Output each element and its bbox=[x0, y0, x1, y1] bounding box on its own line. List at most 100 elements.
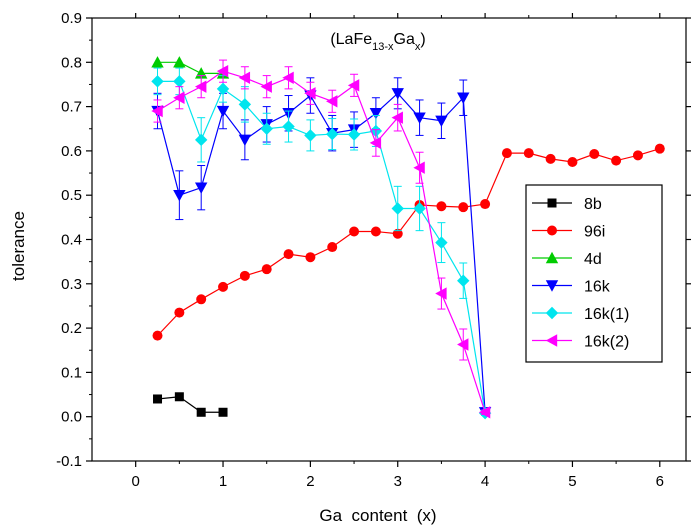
data-point bbox=[196, 407, 206, 417]
data-point bbox=[435, 115, 448, 127]
data-point bbox=[173, 75, 186, 88]
data-point bbox=[480, 199, 491, 210]
data-point bbox=[174, 307, 185, 318]
legend-label: 8b bbox=[584, 196, 602, 213]
data-point bbox=[478, 406, 491, 419]
data-point bbox=[260, 80, 272, 93]
data-point bbox=[327, 242, 338, 253]
data-point bbox=[238, 134, 252, 147]
data-point bbox=[458, 202, 469, 213]
x-tick-label: 2 bbox=[306, 473, 314, 490]
series-line bbox=[157, 80, 486, 414]
series-line bbox=[156, 92, 486, 413]
y-tick-label: 0.5 bbox=[61, 187, 82, 204]
series-line bbox=[157, 61, 224, 74]
y-tick-label: -0.1 bbox=[56, 453, 82, 470]
legend-label: 96i bbox=[584, 224, 605, 241]
legend-marker bbox=[545, 334, 558, 347]
data-point bbox=[370, 226, 381, 237]
data-point bbox=[349, 226, 360, 237]
series-line bbox=[157, 396, 224, 413]
data-point bbox=[545, 153, 556, 164]
data-point bbox=[194, 133, 208, 147]
x-tick-label: 6 bbox=[656, 473, 664, 490]
series-16k bbox=[151, 77, 492, 419]
data-point bbox=[391, 88, 404, 100]
axes-layer: 0 1 2 3 4 5 6 -0.1 0.0 0.1 0.2 0.3 0.4 0.5 0.6 0.7 0.8 0.… bbox=[56, 10, 691, 490]
x-tick-label: 5 bbox=[568, 473, 576, 490]
data-point bbox=[611, 155, 622, 166]
data-point bbox=[436, 201, 447, 212]
data-point bbox=[457, 338, 469, 351]
data-point bbox=[151, 104, 163, 118]
y-tick-label: 0.4 bbox=[61, 232, 82, 249]
data-point bbox=[589, 149, 600, 160]
data-point bbox=[173, 91, 185, 104]
data-point bbox=[567, 156, 578, 167]
data-point bbox=[392, 228, 403, 239]
data-point bbox=[304, 87, 316, 100]
legend-label: 16k bbox=[584, 279, 611, 296]
series-16k(2) bbox=[151, 59, 491, 419]
data-point bbox=[173, 56, 186, 68]
data-point bbox=[151, 56, 164, 68]
data-point bbox=[501, 148, 512, 159]
legend-marker bbox=[547, 198, 557, 208]
data-point bbox=[238, 98, 252, 111]
legend: 8b 96i 4d 16k 16k(1) 16k(2) bbox=[525, 184, 663, 363]
y-tick-label: 0.8 bbox=[61, 54, 82, 71]
legend-marker bbox=[547, 225, 557, 236]
data-point bbox=[347, 128, 361, 141]
legend-label: 4d bbox=[584, 251, 602, 268]
data-point bbox=[457, 274, 470, 287]
legend-box bbox=[525, 184, 663, 363]
data-point bbox=[282, 120, 295, 133]
x-tick-label: 4 bbox=[481, 473, 489, 490]
data-point bbox=[216, 105, 230, 118]
legend-marker bbox=[545, 280, 559, 292]
data-point bbox=[283, 249, 294, 260]
y-tick-label: 0.9 bbox=[61, 10, 82, 27]
x-axis-label: Ga content (x) bbox=[319, 506, 436, 525]
data-point bbox=[216, 82, 230, 96]
series-8b bbox=[153, 392, 228, 417]
data-point bbox=[369, 136, 382, 150]
data-point bbox=[435, 287, 447, 300]
y-tick-label: 0.3 bbox=[61, 276, 82, 293]
data-point bbox=[238, 71, 251, 85]
data-point bbox=[261, 264, 272, 275]
y-axis-label: tolerance bbox=[9, 211, 28, 281]
data-point bbox=[216, 64, 229, 78]
data-point bbox=[326, 127, 339, 141]
data-point bbox=[174, 392, 184, 402]
legend-label: 16k(2) bbox=[584, 334, 629, 351]
y-tick-label: 0.0 bbox=[61, 409, 82, 426]
data-point bbox=[282, 71, 294, 85]
data-point bbox=[632, 150, 643, 161]
series-line bbox=[157, 70, 486, 413]
data-point bbox=[457, 92, 470, 104]
data-point bbox=[194, 80, 207, 93]
title-part-ga: Ga bbox=[394, 31, 415, 48]
y-tick-label: 0.2 bbox=[61, 320, 82, 337]
y-tick-label: 0.7 bbox=[61, 99, 82, 116]
data-point bbox=[413, 202, 426, 215]
x-tick-label: 0 bbox=[132, 473, 140, 490]
data-point bbox=[347, 79, 360, 92]
data-point bbox=[391, 202, 404, 215]
data-point bbox=[152, 330, 163, 341]
title-part-sub2: x bbox=[415, 41, 421, 53]
data-point bbox=[218, 407, 228, 417]
data-point bbox=[304, 129, 317, 142]
legend-label: 16k(1) bbox=[584, 306, 629, 323]
data-point bbox=[260, 122, 273, 135]
data-point bbox=[391, 111, 403, 124]
y-tick-label: 0.1 bbox=[61, 364, 82, 381]
data-point bbox=[218, 281, 229, 292]
data-point bbox=[413, 112, 426, 124]
data-point bbox=[173, 190, 186, 202]
x-tick-label: 1 bbox=[219, 473, 227, 490]
data-point bbox=[654, 143, 665, 154]
data-point bbox=[194, 182, 208, 194]
